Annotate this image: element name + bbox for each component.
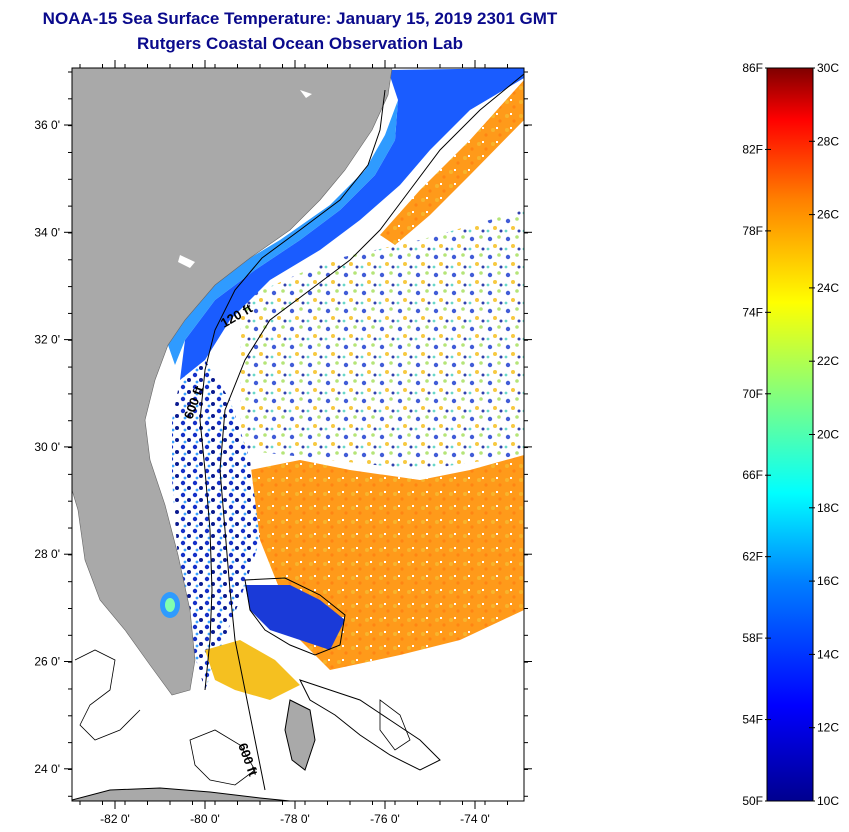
- lat-tick-label: 36 0': [34, 118, 60, 132]
- andros-island: [284, 699, 316, 771]
- inland-water: [300, 90, 312, 98]
- celsius-label: 30C: [817, 61, 839, 75]
- bank-edge-contour: [244, 577, 346, 656]
- colorbar: [766, 67, 814, 802]
- celsius-label: 22C: [817, 354, 839, 368]
- lon-tick-label: -76 0': [370, 812, 400, 826]
- lat-tick-label: 26 0': [34, 655, 60, 669]
- lat-tick-label: 24 0': [34, 762, 60, 776]
- bahamas-outline: [299, 679, 441, 771]
- land-mass: [72, 68, 393, 696]
- lon-tick-label: -74 0': [460, 812, 490, 826]
- celsius-label: 14C: [817, 647, 839, 661]
- celsius-label: 26C: [817, 208, 839, 222]
- lat-tick-label: 28 0': [34, 547, 60, 561]
- celsius-label: 18C: [817, 501, 839, 515]
- isobath-600ft: [219, 73, 524, 791]
- lon-tick-label: -82 0': [100, 812, 130, 826]
- map-subtitle: Rutgers Coastal Ocean Observation Lab: [137, 34, 463, 53]
- gulf-stream-region: [380, 80, 524, 245]
- isobath-120ft: [199, 89, 386, 691]
- colorbar-labels: 86F 82F 78F 74F 70F 66F 62F 58F 54F 50F 30C 28C 26C 2…: [742, 61, 839, 808]
- mixed-ocean-region: [240, 210, 524, 470]
- fahrenheit-label: 54F: [742, 713, 763, 727]
- fahrenheit-label: 86F: [742, 61, 763, 75]
- bank-contour: [189, 729, 256, 786]
- florida-bay-region: [205, 640, 300, 700]
- map-frame: [71, 67, 525, 802]
- lake-okeechobee-core: [165, 598, 175, 612]
- celsius-label: 10C: [817, 794, 839, 808]
- lat-tick-label: 34 0': [34, 225, 60, 239]
- fahrenheit-label: 70F: [742, 387, 763, 401]
- celsius-label: 28C: [817, 134, 839, 148]
- lon-tick-label: -78 0': [280, 812, 310, 826]
- lat-tick-label: 30 0': [34, 440, 60, 454]
- fahrenheit-label: 50F: [742, 794, 763, 808]
- celsius-label: 20C: [817, 428, 839, 442]
- celsius-label: 24C: [817, 281, 839, 295]
- fahrenheit-label: 78F: [742, 224, 763, 238]
- fahrenheit-label: 66F: [742, 468, 763, 482]
- fahrenheit-label: 58F: [742, 631, 763, 645]
- celsius-label: 16C: [817, 574, 839, 588]
- lat-tick-label: 32 0': [34, 333, 60, 347]
- bank-contour: [379, 699, 411, 751]
- map-ticks: 36 0' 34 0' 32 0' 30 0' 28 0' 26 0' 24 0' -82 0…: [34, 60, 532, 826]
- fahrenheit-label: 74F: [742, 305, 763, 319]
- inland-water: [178, 255, 195, 268]
- cuba-outline: [72, 787, 291, 801]
- map-title: NOAA-15 Sea Surface Temperature: January…: [42, 9, 558, 28]
- fahrenheit-label: 82F: [742, 142, 763, 156]
- lon-tick-label: -80 0': [190, 812, 220, 826]
- bank-contour: [74, 649, 141, 741]
- fahrenheit-label: 62F: [742, 550, 763, 564]
- speckled-shelf-region: [172, 360, 260, 690]
- map-layers: [72, 68, 524, 801]
- bahamas-bank-region: [245, 585, 345, 650]
- celsius-label: 12C: [817, 721, 839, 735]
